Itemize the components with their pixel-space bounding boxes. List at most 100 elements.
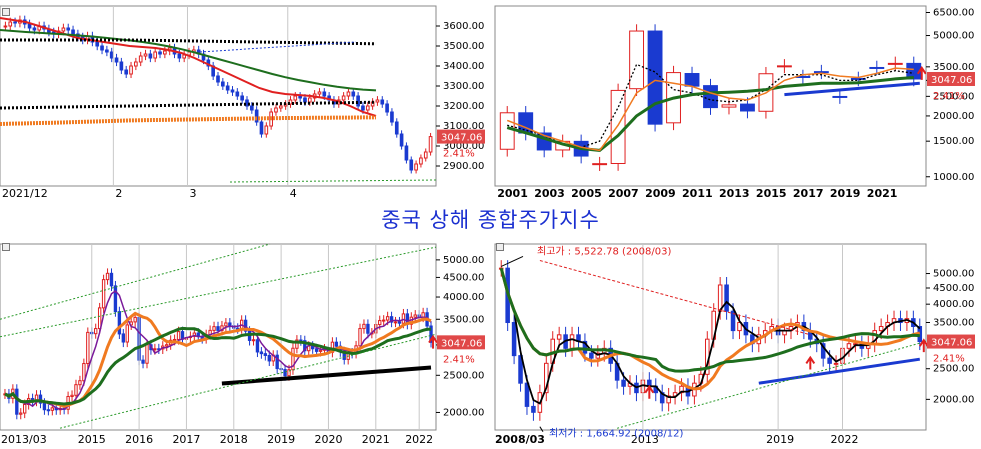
x-tick-label: 2019 <box>830 187 861 200</box>
monthly-chart-panel[interactable]: 5000.004500.004000.003500.003000.002500.… <box>0 238 490 449</box>
candle-body <box>153 348 157 351</box>
candle-body <box>287 369 291 377</box>
candle-body <box>394 121 399 135</box>
plot-frame <box>0 5 437 187</box>
panel-resize-icon[interactable] <box>2 243 10 251</box>
candle-body <box>295 339 299 349</box>
candle-body <box>212 326 216 331</box>
page-title: 중국 상해 종합주가지수 <box>381 208 600 232</box>
candle-body <box>124 69 129 75</box>
candle-body <box>389 316 394 323</box>
candle-body <box>582 340 588 354</box>
candle-body <box>94 328 98 335</box>
candle-body <box>393 321 398 324</box>
trend-line <box>229 179 437 183</box>
candle-body <box>129 65 133 75</box>
candle-body <box>346 91 351 97</box>
candle-body <box>629 30 645 90</box>
candle-body <box>314 348 319 352</box>
candle-body <box>375 99 380 103</box>
candle-body <box>176 331 181 340</box>
candle-body <box>249 105 254 111</box>
x-tick-label: 2017 <box>172 433 200 446</box>
y-tick-label: 5000.00 <box>933 269 974 280</box>
candle-body <box>556 334 562 340</box>
candle-body <box>499 112 515 150</box>
arrow-marker <box>644 384 655 399</box>
y-tick-label: 3500.00 <box>933 318 974 329</box>
daily-chart-panel[interactable]: 3600.00 3500.00 3400.00 3300.00 3200.00 3100.… <box>0 0 490 200</box>
candle-body <box>730 310 736 332</box>
x-tick-label: 2007 <box>608 187 639 200</box>
candle-body <box>86 331 90 365</box>
candle-body <box>38 394 43 404</box>
candle-body <box>846 343 852 349</box>
candle-body <box>259 351 264 355</box>
candle-body <box>592 163 608 166</box>
x-tick-label: 2021/12 <box>2 187 48 200</box>
candle-body <box>74 384 78 396</box>
moving-average-line <box>0 29 377 92</box>
candle-body <box>724 284 729 312</box>
candle-body <box>50 407 54 411</box>
candle-body <box>382 319 386 322</box>
candle-body <box>165 344 169 347</box>
arrow-marker <box>428 334 438 349</box>
candle-body <box>832 95 848 98</box>
candle-body <box>109 51 114 59</box>
moving-average-line <box>0 100 377 110</box>
candle-body <box>78 380 82 386</box>
trend-line <box>539 260 811 336</box>
change-pct-label: 2.41% <box>933 354 965 365</box>
candle-body <box>307 97 312 103</box>
candle-body <box>119 61 124 71</box>
candle-body <box>511 322 517 357</box>
candle-body <box>385 316 390 321</box>
candle-body <box>70 394 74 398</box>
candle-body <box>95 41 100 47</box>
candle-body <box>32 27 37 31</box>
candle-body <box>240 95 244 101</box>
y-tick-label: 3100.00 <box>443 121 484 132</box>
candle-body <box>114 57 119 63</box>
y-tick-label: 1500.00 <box>933 136 974 147</box>
candle-body <box>531 405 536 413</box>
candle-body <box>221 81 225 87</box>
arrow-marker <box>918 338 929 353</box>
x-tick-label: 2019 <box>267 433 295 446</box>
candle-body <box>365 105 370 111</box>
candle-body <box>351 91 356 97</box>
candle-body <box>397 321 402 324</box>
yearly-chart-panel[interactable]: 6500.005000.003500.003000.002500.002000.… <box>493 0 981 200</box>
x-tick-label: 2013 <box>631 433 659 446</box>
y-tick-label: 3400.00 <box>443 61 484 72</box>
candle-body <box>235 91 240 97</box>
y-tick-label: 4000.00 <box>933 299 974 310</box>
candle-body <box>100 45 104 51</box>
candle-body <box>254 109 259 123</box>
monthly-long-chart-panel[interactable]: 5000.004500.004000.003500.003000.002500.… <box>493 238 981 449</box>
y-tick-label: 2500.00 <box>933 91 974 102</box>
candle-body <box>827 357 832 364</box>
panel-resize-icon[interactable] <box>2 8 10 16</box>
plot-frame <box>494 243 927 431</box>
plot-frame <box>0 243 437 431</box>
arrow-marker <box>916 66 927 80</box>
last-price-label: 3047.06 <box>441 338 482 349</box>
x-tick-label: 2003 <box>534 187 565 200</box>
panel-resize-icon[interactable] <box>496 243 504 251</box>
candle-body <box>334 341 339 347</box>
candle-body <box>721 104 737 108</box>
x-tick-label: 2022 <box>831 433 859 446</box>
yearly-chart: 6500.005000.003500.003000.002500.002000.… <box>494 5 975 200</box>
y-tick-label: 5000.00 <box>443 255 484 266</box>
y-tick-label: 6500.00 <box>933 8 974 19</box>
x-tick-label: 3 <box>189 187 196 200</box>
candle-body <box>113 285 118 313</box>
candle-body <box>409 159 414 171</box>
candle-body <box>358 328 362 347</box>
candle-body <box>423 151 428 159</box>
candle-body <box>46 409 51 412</box>
price-tag-box <box>437 129 485 144</box>
annotation-leader <box>501 255 524 267</box>
